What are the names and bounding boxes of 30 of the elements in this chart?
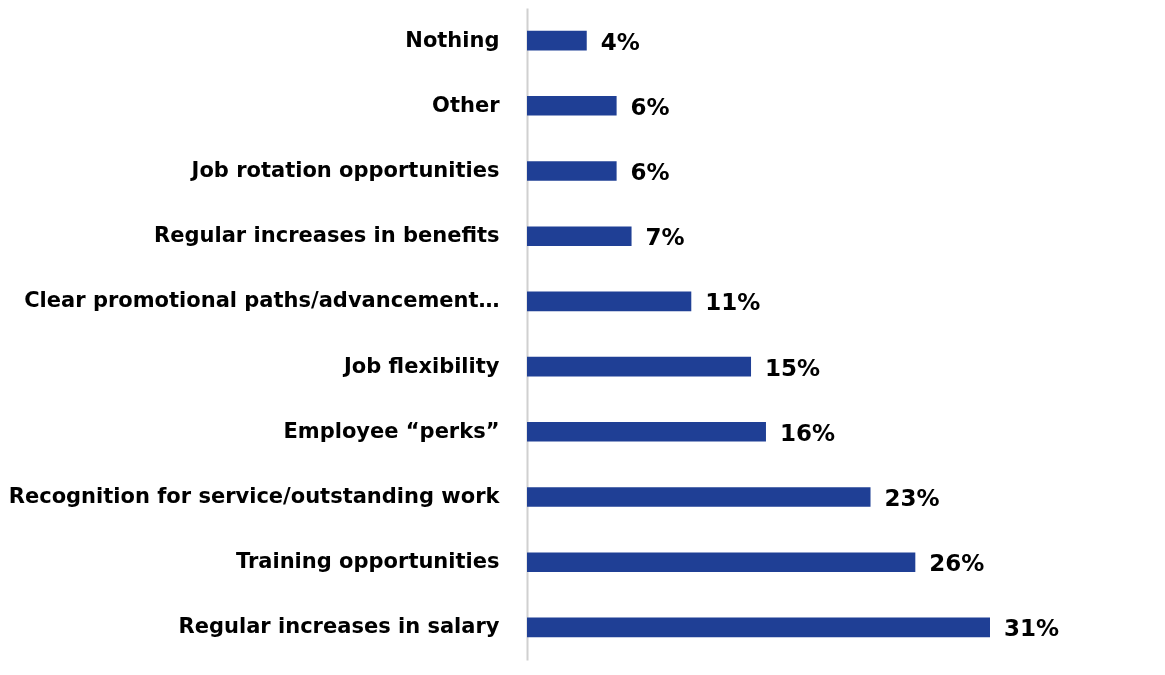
y-tick-label: Other [432, 92, 501, 117]
bar [527, 617, 990, 638]
y-tick-label: Regular increases in benefits [154, 223, 500, 248]
bar [527, 96, 617, 116]
y-tick-label: Training opportunities [235, 549, 500, 574]
y-tick-label: Job flexibility [342, 353, 500, 378]
data-label: 6% [630, 93, 670, 120]
y-tick-label: Recognition for service/outstanding work [8, 484, 501, 508]
y-tick-label: Clear promotional paths/advancement… [24, 288, 500, 313]
y-tick-label: Employee “perks” [283, 418, 500, 443]
y-tick-label: Job rotation opportunities [189, 158, 500, 182]
bar [527, 487, 871, 507]
bar [527, 356, 752, 377]
bar [527, 30, 587, 51]
bar [527, 422, 766, 442]
data-label: 6% [630, 159, 670, 185]
data-label: 23% [884, 485, 940, 511]
bar [527, 552, 916, 572]
y-tick-label: Nothing [405, 27, 500, 52]
data-label: 7% [645, 224, 685, 251]
bar [527, 226, 632, 246]
data-label: 15% [765, 354, 821, 381]
data-label: 16% [779, 419, 836, 446]
data-label: 4% [600, 28, 640, 55]
y-tick-label: Regular increases in salary [178, 614, 500, 639]
data-label: 26% [929, 550, 985, 577]
bar [527, 291, 692, 312]
bar [527, 161, 617, 181]
data-label: 31% [1004, 615, 1060, 642]
data-label: 11% [705, 289, 761, 316]
